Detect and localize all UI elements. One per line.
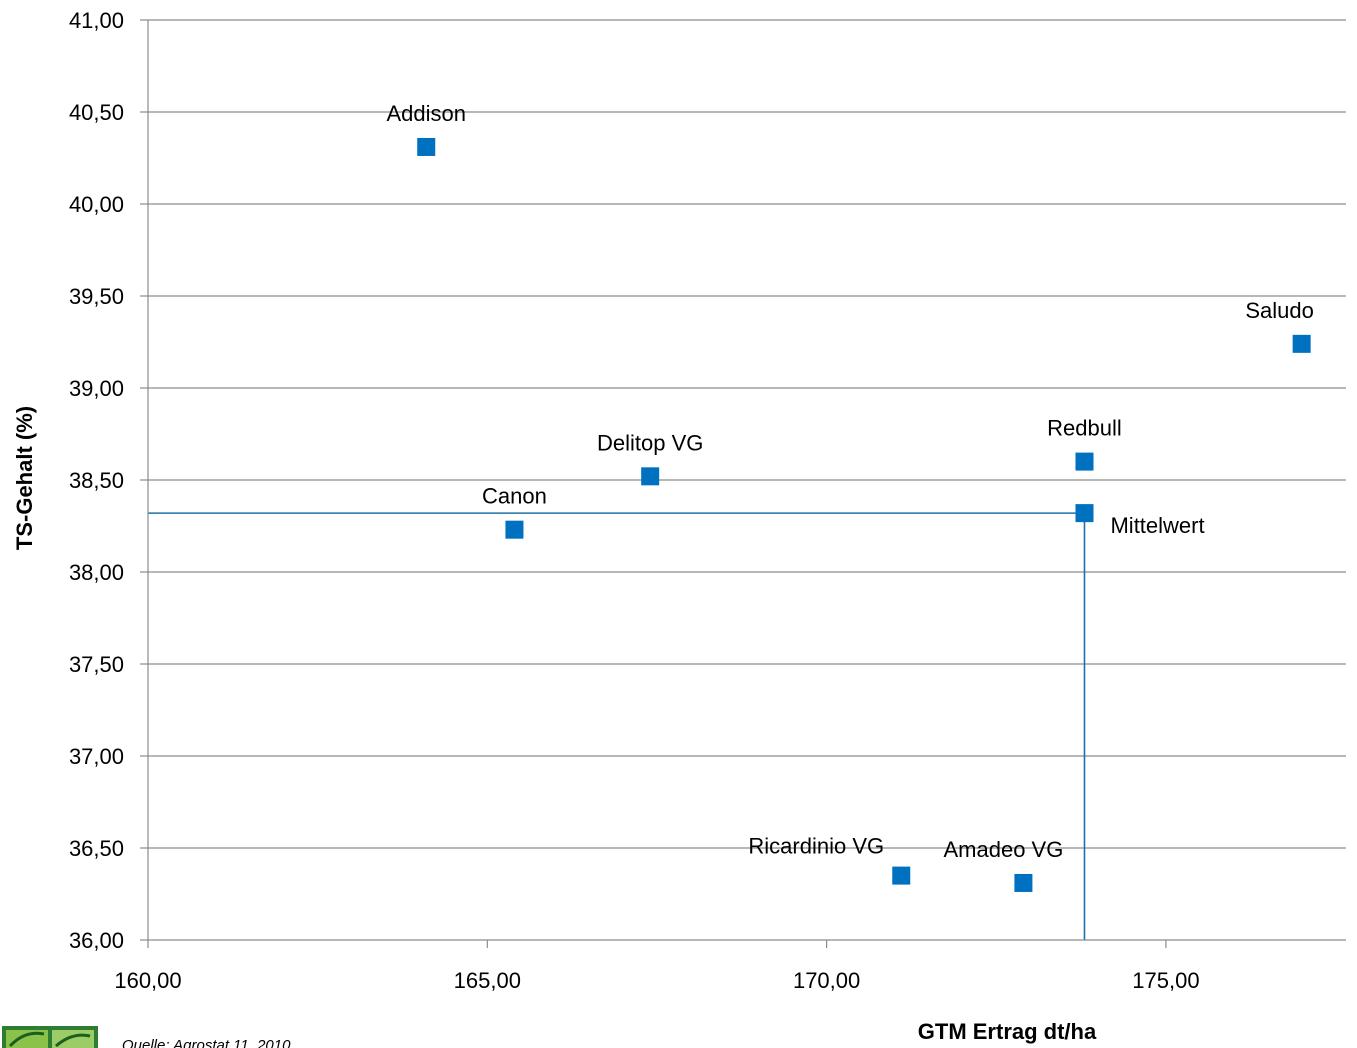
y-tick-label: 36,50 [69,836,124,861]
mean-lines [148,512,1086,940]
y-tick-label: 39,00 [69,376,124,401]
x-tick-label: 165,00 [454,968,521,993]
data-point-addison [417,137,436,156]
data-point-saludo [1292,334,1311,353]
data-point-canon [505,520,524,539]
data-point-delitop-vg [641,467,660,486]
point-label-addison: Addison [386,101,466,126]
y-tick-label: 38,00 [69,560,124,585]
x-tick-label: 170,00 [793,968,860,993]
y-tick-label: 38,50 [69,468,124,493]
point-labels: Addison Saludo Redbull Delitop VG Canon Mitte… [386,101,1313,862]
x-axis-title: GTM Ertrag dt/ha [918,1019,1097,1044]
point-label-canon: Canon [482,484,547,509]
y-tick-label: 41,00 [69,8,124,33]
point-label-ricardinio-vg: Ricardinio VG [748,834,884,859]
y-tick-label: 39,50 [69,284,124,309]
axes [140,19,1346,948]
point-label-amadeo-vg: Amadeo VG [943,837,1063,862]
source-note: Quelle: Agrostat 11, 2010 [122,1037,291,1048]
data-point-amadeo-vg [1014,873,1033,892]
data-point-ricardinio-vg [892,866,911,885]
seed-company-logo-icon [2,1026,98,1048]
grid-lines [148,19,1346,849]
data-points [417,137,1311,892]
y-tick-label: 37,00 [69,744,124,769]
y-axis-title: TS-Gehalt (%) [12,406,37,550]
point-label-delitop-vg: Delitop VG [597,430,703,455]
y-tick-label: 40,50 [69,100,124,125]
y-tick-label: 37,50 [69,652,124,677]
y-tick-label: 36,00 [69,928,124,953]
point-label-redbull: Redbull [1047,416,1122,441]
tick-labels: 36,00 36,50 37,00 37,50 38,00 38,50 39,00 39,50… [69,8,1200,993]
x-tick-label: 160,00 [114,968,181,993]
y-tick-label: 40,00 [69,192,124,217]
point-label-mittelwert: Mittelwert [1110,513,1204,538]
x-tick-label: 175,00 [1132,968,1199,993]
data-point-redbull [1075,452,1094,471]
point-label-saludo: Saludo [1245,298,1314,323]
data-point-mittelwert [1075,504,1094,523]
